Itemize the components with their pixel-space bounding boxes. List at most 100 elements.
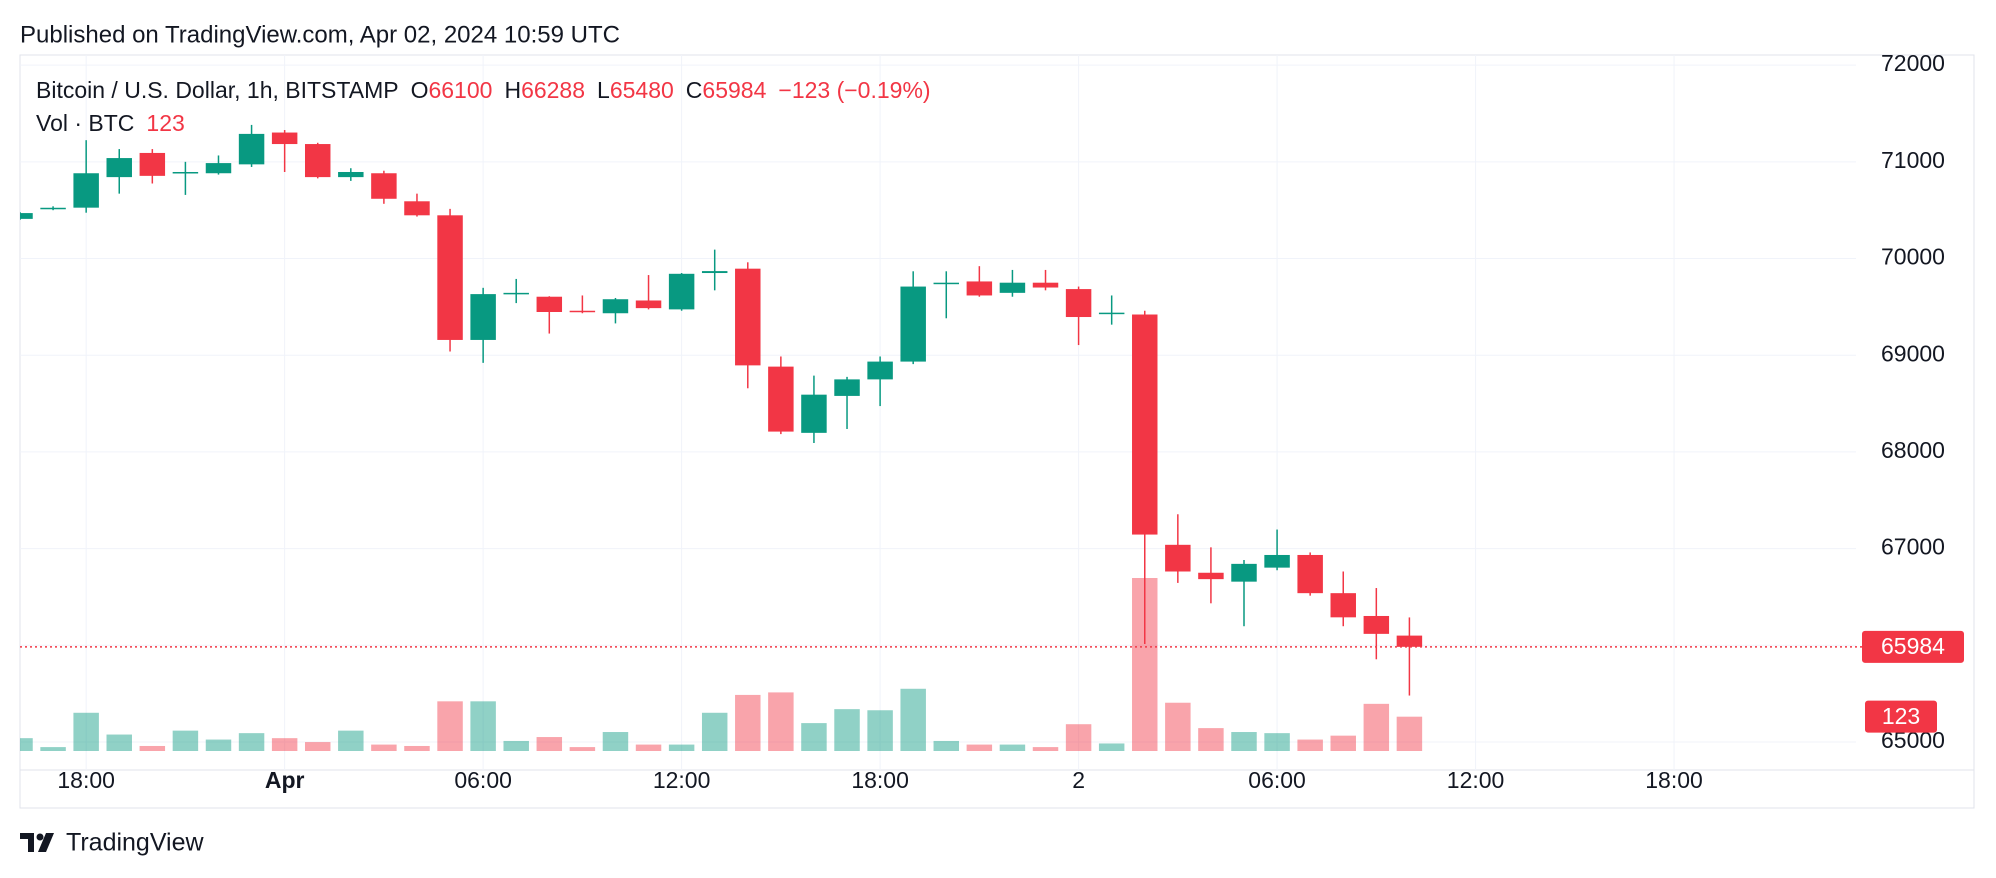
candle-body (238, 133, 265, 165)
candle-body (701, 271, 728, 274)
volume-bar (966, 744, 993, 751)
y-tick-label: 68000 (1881, 437, 1945, 463)
volume-bar (304, 742, 331, 751)
y-tick-label: 70000 (1881, 244, 1945, 270)
candle-body (1297, 554, 1323, 594)
volume-bar (1264, 733, 1290, 751)
legend-low: 65480 (609, 77, 674, 103)
y-tick-label: 69000 (1881, 340, 1945, 366)
volume-bar (1032, 747, 1059, 751)
volume-bar (238, 733, 265, 751)
volume-bar (1231, 732, 1257, 751)
legend-title: Bitcoin / U.S. Dollar, 1h, BITSTAMP (36, 77, 399, 103)
legend-close: 65984 (702, 77, 767, 103)
volume-bar (635, 744, 662, 751)
candle-body (1264, 554, 1290, 568)
candle-body (536, 296, 563, 312)
logo (20, 833, 54, 852)
volume-bar (1065, 724, 1092, 751)
volume-bar (404, 745, 430, 751)
candle-body (900, 286, 926, 362)
candle-body (271, 132, 298, 145)
volume-bar (668, 744, 695, 751)
candle-body (1032, 282, 1059, 288)
volume-bar (40, 747, 66, 751)
y-tick-label: 67000 (1881, 534, 1945, 560)
x-tick-label: Apr (265, 767, 305, 793)
candle-body (768, 366, 794, 432)
candle-body (172, 171, 199, 174)
volume-bar (735, 694, 761, 751)
x-tick-label: 06:00 (454, 767, 512, 793)
volume-bar (900, 688, 926, 751)
volume-bar (338, 730, 364, 751)
volume-bar (172, 730, 199, 751)
last-volume-label: 123 (1882, 703, 1920, 729)
legend-key: C (685, 77, 703, 103)
candle-body (1330, 593, 1356, 618)
volume-bar (602, 732, 629, 751)
candle-body (602, 299, 629, 314)
volume-bar (801, 723, 827, 751)
volume-bar (437, 701, 463, 751)
legend-line: Vol · BTC 123 (36, 107, 943, 140)
volume-bar (1330, 735, 1356, 751)
candle-body (404, 201, 430, 216)
candle-body (139, 152, 166, 176)
x-tick-label: 06:00 (1248, 767, 1306, 793)
x-tick-label: 12:00 (653, 767, 711, 793)
candle-body (1231, 563, 1257, 582)
candle-body (1132, 314, 1158, 535)
volume-bar (999, 744, 1026, 751)
volume-bar (271, 738, 298, 751)
candle-body (1098, 312, 1125, 315)
candle-body (867, 361, 893, 380)
volume-bar (73, 712, 99, 751)
volume-value: 123 (146, 110, 185, 136)
volume-bar (768, 692, 794, 751)
last-price-box (1862, 630, 1964, 663)
candle-body (437, 215, 463, 340)
x-tick-label: 18:00 (851, 767, 909, 793)
candle-body (1165, 544, 1191, 572)
candle-body (999, 282, 1026, 293)
volume-bar (834, 709, 860, 751)
volume-bar (470, 701, 496, 751)
y-tick-label: 71000 (1881, 147, 1945, 173)
candle-body (635, 300, 662, 309)
volume-bar (371, 744, 397, 751)
legend-key: O (410, 77, 429, 103)
volume-bar (205, 739, 232, 751)
y-tick-label: 72000 (1881, 50, 1945, 76)
volume-bar (1098, 743, 1125, 751)
candle-body (834, 379, 860, 396)
candle-body (470, 294, 496, 340)
volume-bar (701, 712, 728, 751)
candle-body (371, 173, 397, 199)
legend: Bitcoin / U.S. Dollar, 1h, BITSTAMP O6610… (36, 74, 943, 140)
volume-bar (139, 745, 166, 751)
candle-body (569, 310, 596, 313)
footer-brand: TradingView (66, 829, 205, 857)
candle-body (668, 273, 695, 310)
legend-high: 66288 (521, 77, 586, 103)
candle-body (205, 163, 232, 174)
candle-body (1396, 635, 1423, 647)
candle-body (338, 171, 364, 178)
legend-key: L (597, 77, 610, 103)
volume-bar (1165, 702, 1191, 751)
volume-title: Vol · BTC (36, 110, 135, 136)
volume-bar (1396, 716, 1423, 751)
legend-key: H (504, 77, 522, 103)
candle-body (1065, 289, 1092, 318)
legend-open: 66100 (428, 77, 493, 103)
legend-change: −123 (−0.19%) (778, 77, 931, 103)
header: Published on TradingView.com, Apr 02, 20… (20, 21, 620, 48)
candle-body (735, 268, 761, 366)
last-price-label: 65984 (1881, 633, 1945, 659)
volume-bar (1198, 728, 1224, 751)
x-tick-label: 12:00 (1447, 767, 1505, 793)
volume-bar (933, 740, 960, 751)
candle-body (106, 158, 132, 178)
